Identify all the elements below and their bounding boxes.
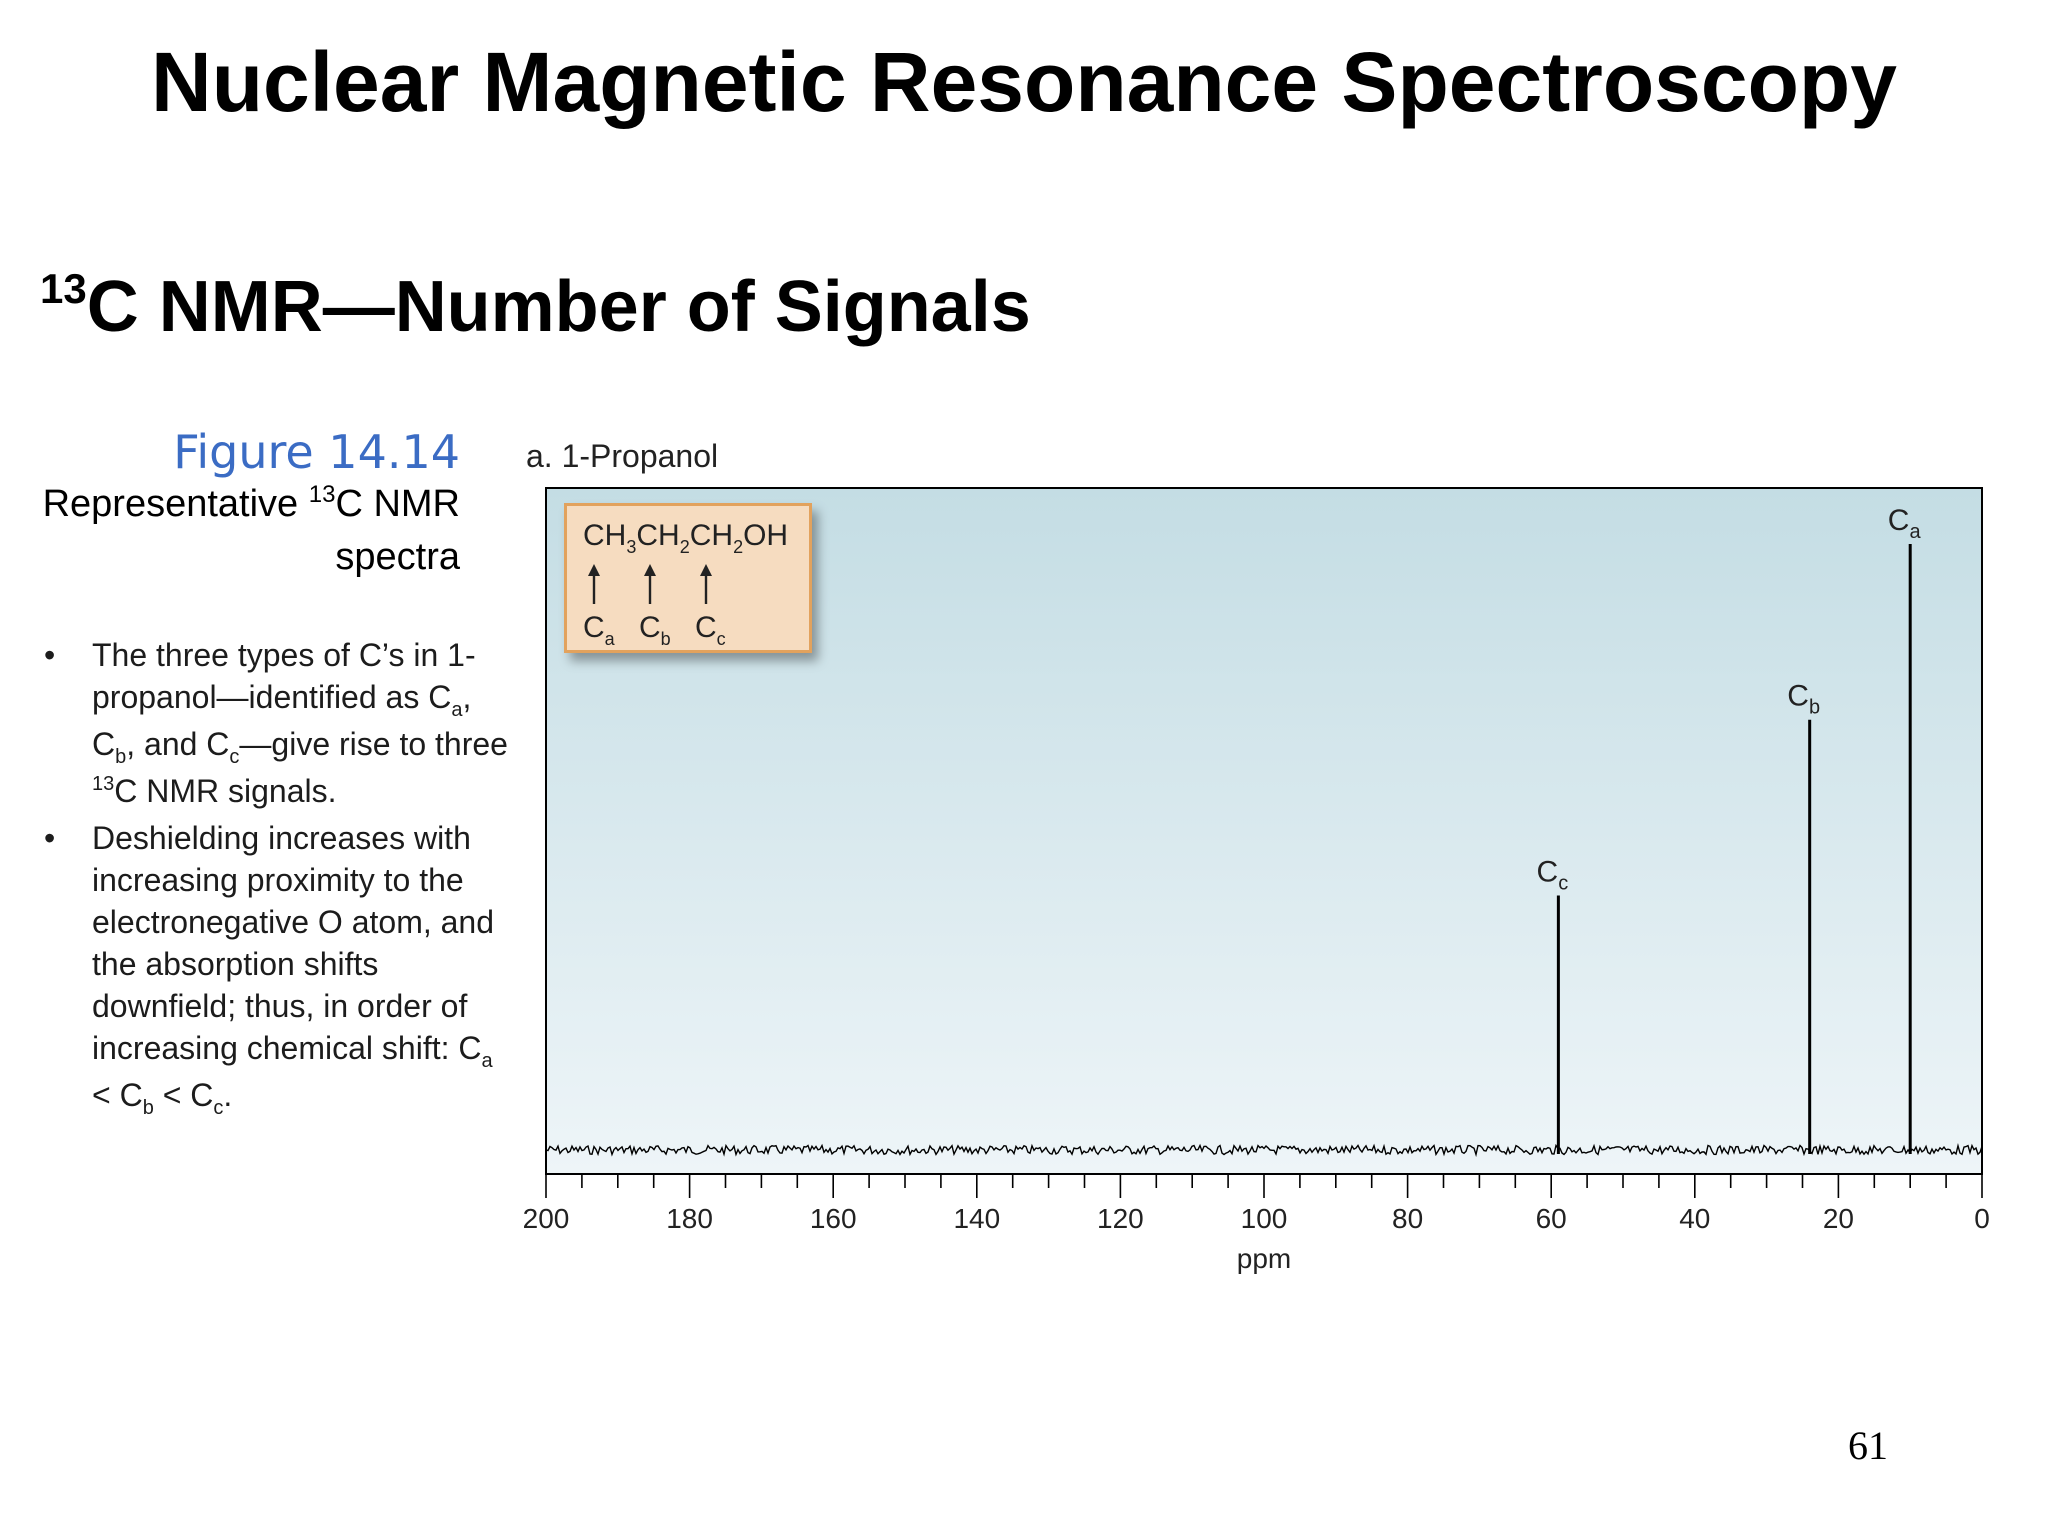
x-axis: 200 180 160 140 120 100 80 60 40 20 0 xyxy=(523,1173,1990,1234)
peaks-group: Ca Cb Cc xyxy=(1537,504,1922,1154)
up-arrow-icon xyxy=(700,564,712,604)
heading-text: C NMR—Number of Signals xyxy=(86,267,1031,347)
x-tick-label: 20 xyxy=(1823,1203,1854,1234)
heading-superscript: 13 xyxy=(40,265,87,312)
bullet-item: The three types of C’s in 1-propanol—ide… xyxy=(40,634,510,817)
figure-description: Representative 13C NMR spectra xyxy=(0,480,460,581)
x-tick-label: 140 xyxy=(953,1203,1000,1234)
figure-number: Figure 14.14 xyxy=(173,425,460,479)
x-tick-label: 160 xyxy=(810,1203,857,1234)
panel-label: a. 1-Propanol xyxy=(526,438,719,474)
section-heading: 13C NMR—Number of Signals xyxy=(40,262,1031,362)
peak-label-b: Cb xyxy=(1787,680,1820,719)
up-arrow-icon xyxy=(588,564,600,604)
figure-desc-sup: 13 xyxy=(308,481,336,508)
x-tick-label: 0 xyxy=(1974,1203,1990,1234)
x-tick-label: 200 xyxy=(523,1203,570,1234)
peak-label-a: Ca xyxy=(1888,504,1922,543)
carbon-label-b: Cb xyxy=(639,611,671,649)
x-tick-label: 180 xyxy=(666,1203,713,1234)
x-axis-label: ppm xyxy=(1237,1243,1291,1274)
x-tick-label: 40 xyxy=(1679,1203,1710,1234)
carbon-label-a: Ca xyxy=(583,611,615,649)
bullet-item: Deshielding increases with increasing pr… xyxy=(40,817,510,1121)
figure-desc-pre: Representative xyxy=(42,483,309,525)
x-tick-label: 100 xyxy=(1241,1203,1288,1234)
baseline-noise xyxy=(545,1143,1983,1158)
x-tick-label: 120 xyxy=(1097,1203,1144,1234)
figure-desc-post: C NMR spectra xyxy=(335,483,460,578)
page-number: 61 xyxy=(1848,1423,1888,1468)
carbon-label-c: Cc xyxy=(695,611,726,649)
x-tick-label: 60 xyxy=(1536,1203,1567,1234)
slide-title: Nuclear Magnetic Resonance Spectroscopy xyxy=(151,35,1897,129)
bullet-list: The three types of C’s in 1-propanol—ide… xyxy=(40,634,510,1121)
x-tick-label: 80 xyxy=(1392,1203,1423,1234)
molecule-structure-box: CH3CH2CH2OH Ca Cb Cc xyxy=(564,503,812,653)
figure-caption: Figure 14.14 Representative 13C NMR spec… xyxy=(0,424,460,581)
up-arrow-icon xyxy=(644,564,656,604)
peak-label-c: Cc xyxy=(1537,855,1569,894)
molecule-formula: CH3CH2CH2OH xyxy=(583,519,789,557)
